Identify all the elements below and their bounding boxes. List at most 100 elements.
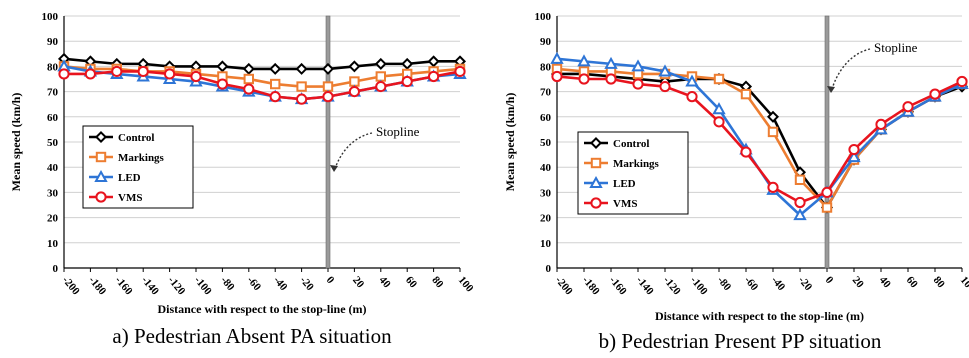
data-point-control [401, 57, 414, 70]
data-point-vms [713, 116, 725, 128]
data-point-vms [794, 196, 806, 209]
x-tick-label: -60 [742, 274, 761, 293]
data-point-led [793, 208, 807, 221]
x-tick-label: -160 [113, 274, 135, 298]
y-tick-label: 50 [47, 137, 59, 149]
data-point-vms [454, 65, 466, 78]
data-point-led [604, 56, 618, 69]
data-point-vms [740, 146, 752, 158]
legend-label-led: LED [118, 172, 141, 184]
data-point-markings [296, 81, 307, 92]
data-point-markings [349, 76, 360, 87]
y-tick-label: 30 [540, 187, 552, 199]
data-point-vms [578, 73, 590, 85]
x-tick-label: -40 [271, 274, 290, 293]
data-point-vms [659, 80, 671, 93]
x-tick-label: -80 [218, 274, 237, 293]
legend-label-control: Control [613, 138, 649, 150]
x-tick-label: 40 [877, 274, 894, 291]
data-point-vms [164, 68, 176, 80]
x-axis-label: Distance with respect to the stop-line (… [655, 309, 864, 323]
y-tick-label: 100 [535, 11, 552, 23]
data-point-vms [848, 143, 860, 156]
x-tick-label: 20 [850, 274, 867, 291]
data-point-markings [794, 174, 806, 186]
data-point-vms [875, 118, 887, 130]
data-point-led [712, 102, 726, 115]
data-point-control [348, 60, 361, 73]
series-line-vms [64, 70, 461, 101]
x-tick-label: 80 [931, 274, 948, 291]
y-tick-label: 70 [47, 87, 59, 99]
series-vms [551, 70, 968, 209]
data-point-control [269, 62, 282, 75]
legend-label-control: Control [118, 132, 154, 144]
legend-marker [590, 197, 602, 209]
data-point-vms [821, 186, 833, 198]
legend: Control Markings LED VMS [577, 131, 689, 215]
legend-marker [589, 175, 603, 188]
legend-label-led: LED [613, 178, 636, 190]
x-tick-label: -100 [688, 274, 710, 298]
data-point-led [550, 51, 564, 64]
x-tick-label: -180 [86, 274, 108, 298]
y-tick-label: 80 [47, 61, 59, 73]
panel-caption: a) Pedestrian Absent PA situation [112, 324, 392, 348]
series-vms [58, 65, 466, 105]
y-tick-label: 0 [53, 263, 59, 275]
data-point-vms [375, 80, 387, 93]
stopline-bar [824, 15, 830, 269]
data-point-led [658, 64, 672, 77]
x-tick-label: 10 [958, 274, 969, 291]
legend-marker [95, 191, 107, 203]
y-tick-label: 40 [47, 162, 59, 174]
data-point-control [216, 60, 229, 73]
data-point-vms [243, 83, 255, 95]
data-point-led [685, 74, 699, 87]
y-tick-label: 70 [540, 87, 552, 99]
y-tick-label: 10 [540, 238, 552, 250]
data-point-vms [269, 91, 281, 103]
x-tick-label: 80 [429, 274, 446, 291]
x-axis-label: Distance with respect to the stop-line (… [157, 302, 366, 316]
x-tick-label: 60 [403, 274, 420, 291]
data-point-vms [767, 181, 779, 193]
data-point-control [242, 62, 255, 75]
data-point-vms [956, 75, 968, 88]
legend-label-vms: VMS [118, 192, 142, 204]
legend-marker [589, 136, 603, 150]
x-tick-label: -80 [715, 274, 734, 293]
x-tick-label: 100 [456, 274, 476, 295]
x-tick-label: -40 [769, 274, 788, 293]
data-point-control [766, 110, 780, 123]
data-point-vms [111, 65, 123, 78]
x-tick-label: -20 [796, 274, 815, 293]
data-point-vms [348, 86, 360, 98]
y-tick-label: 50 [540, 137, 552, 149]
data-point-led [631, 59, 645, 72]
data-point-vms [322, 91, 334, 103]
y-tick-label: 90 [540, 36, 552, 48]
y-tick-label: 0 [546, 263, 552, 275]
data-point-markings [821, 202, 833, 213]
x-tick-label: -120 [165, 274, 187, 298]
y-tick-label: 90 [47, 36, 59, 48]
legend: Control Markings LED VMS [82, 125, 194, 209]
stopline-arrow-head [330, 165, 338, 172]
data-point-control [321, 62, 335, 75]
legend-label-markings: Markings [613, 158, 660, 170]
data-point-vms [137, 65, 149, 78]
y-tick-label: 20 [540, 213, 552, 225]
data-point-vms [605, 73, 617, 85]
stopline-bar [325, 15, 331, 269]
legend-marker [94, 130, 108, 144]
legend-label-vms: VMS [613, 198, 637, 210]
x-tick-label: 60 [904, 274, 921, 291]
x-tick-label: -140 [634, 274, 656, 298]
data-point-vms [686, 91, 698, 103]
data-point-markings [713, 73, 725, 85]
x-tick-label: 20 [350, 274, 367, 291]
